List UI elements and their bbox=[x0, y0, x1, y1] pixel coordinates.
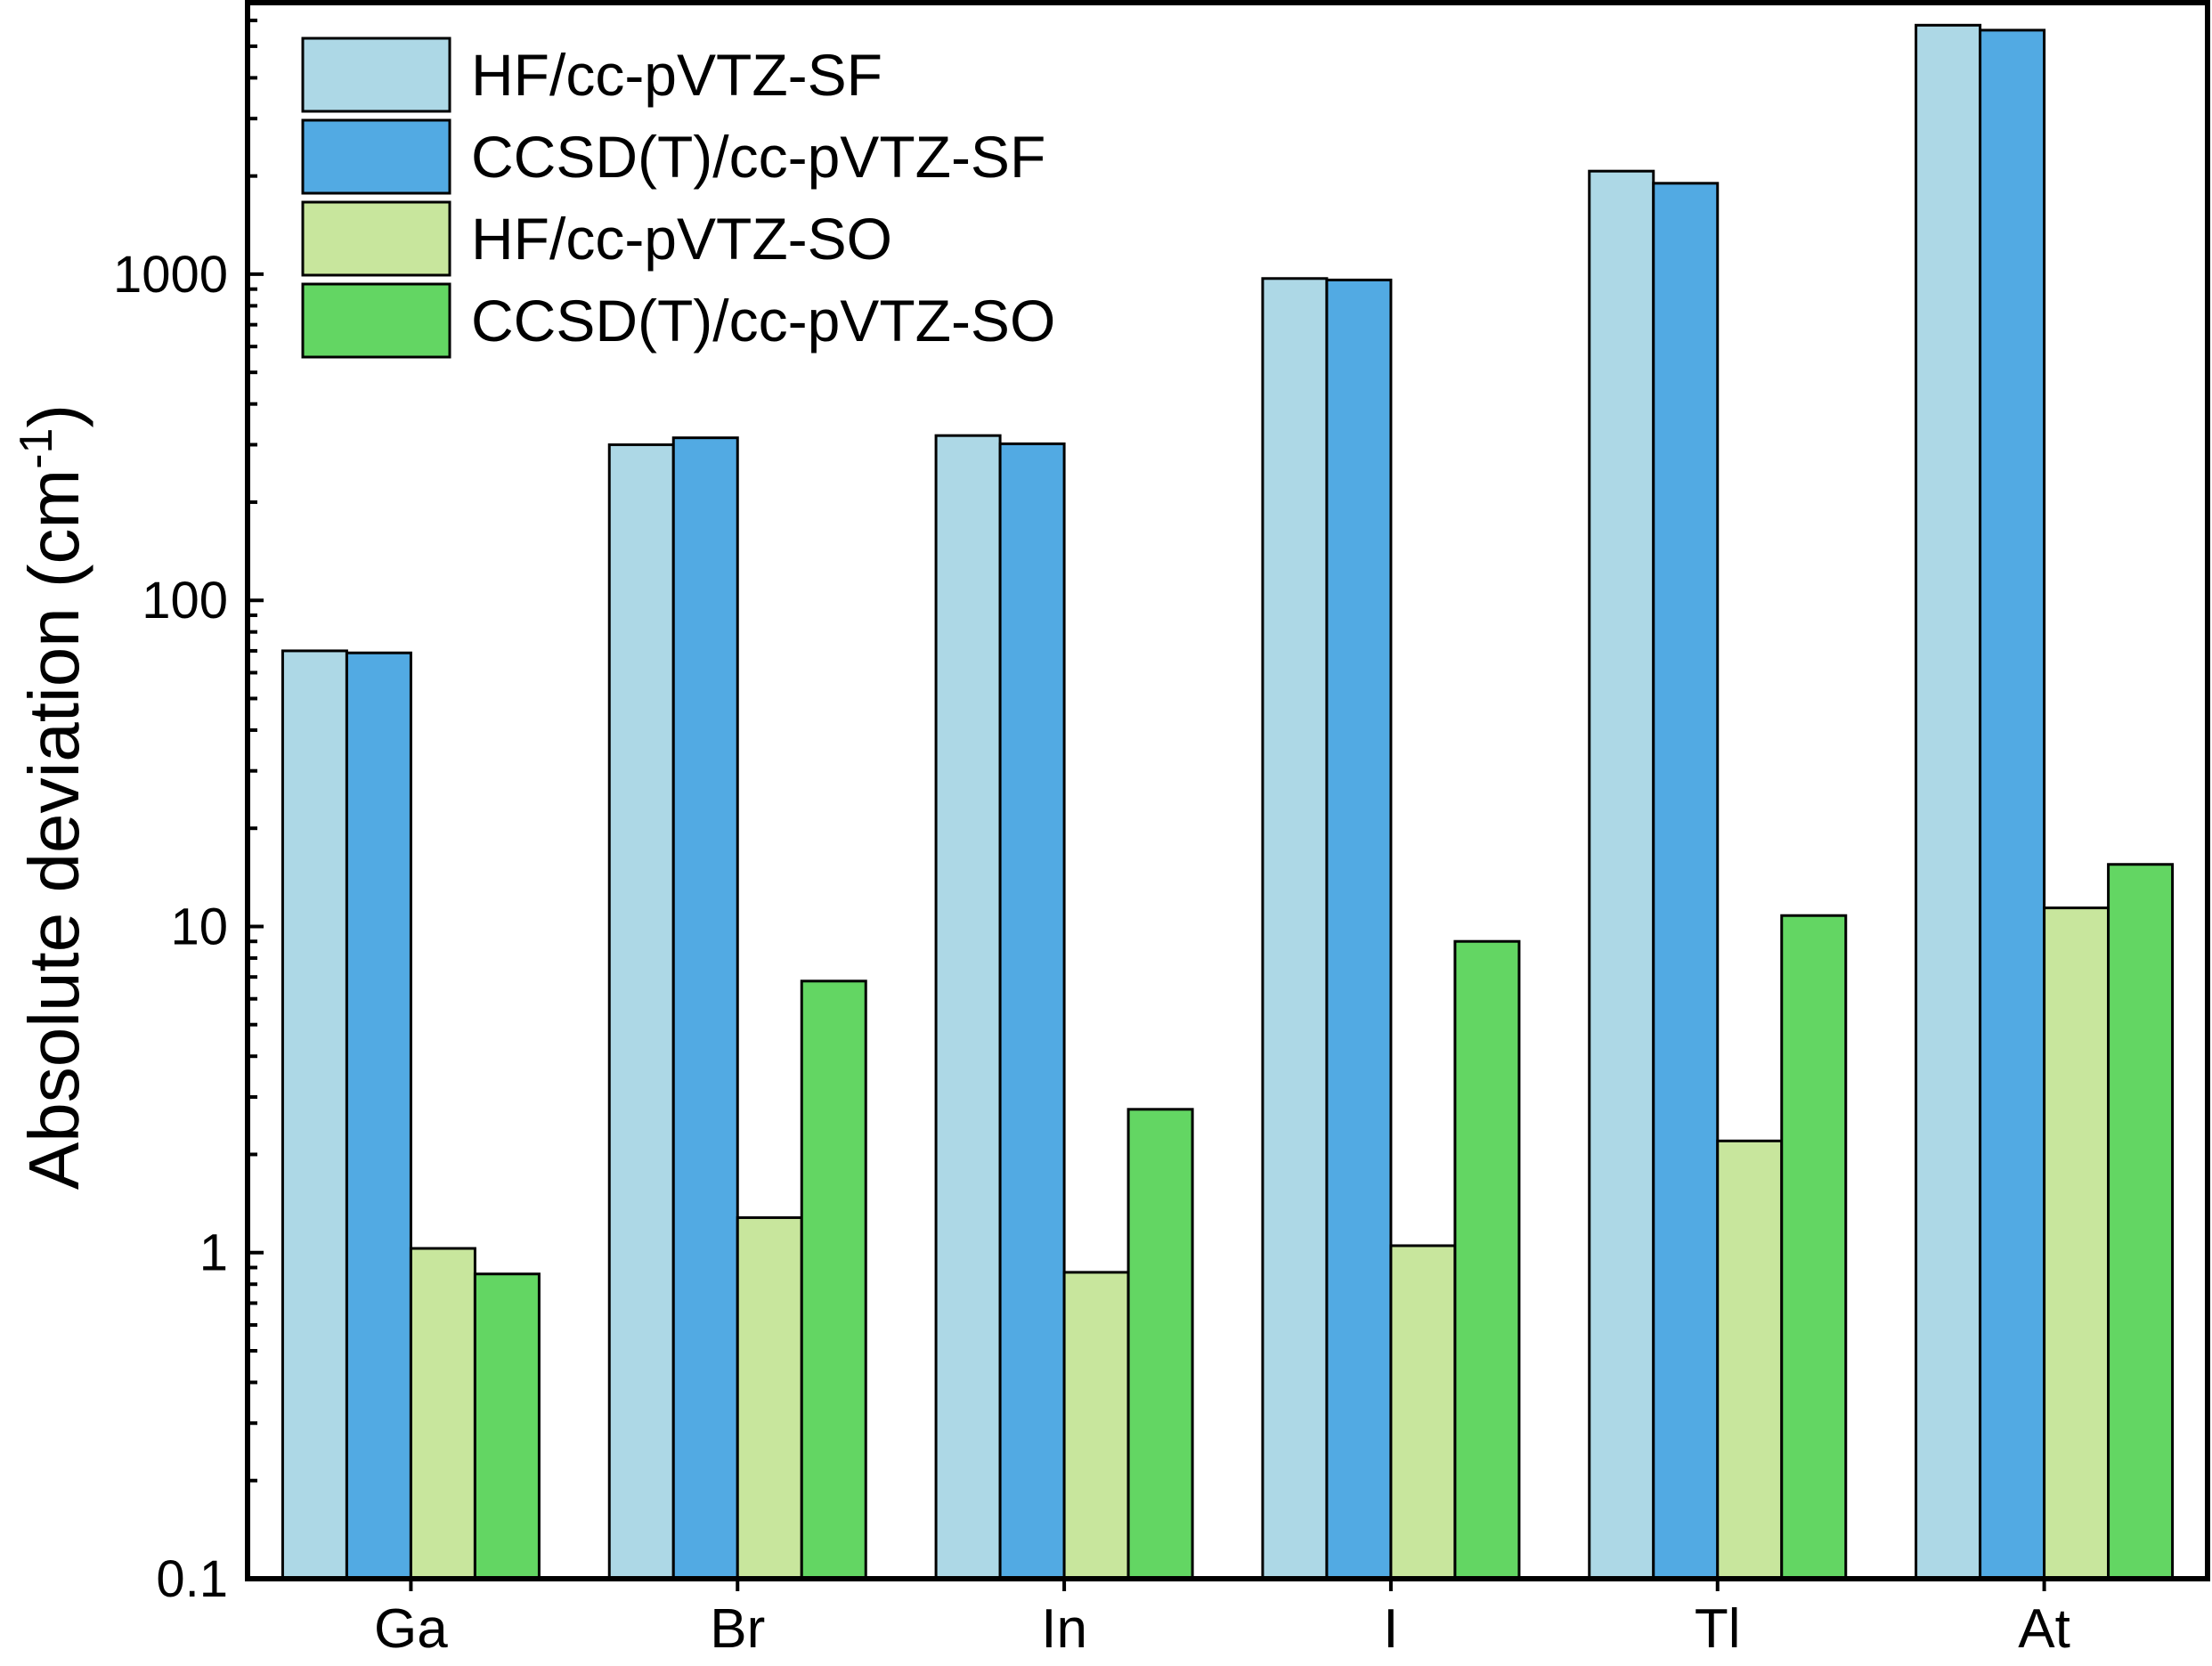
y-tick-label: 0.1 bbox=[156, 1550, 228, 1608]
legend-swatch-2 bbox=[301, 118, 451, 195]
x-tick-label: Br bbox=[710, 1598, 765, 1660]
bar-in-series-3 bbox=[1062, 1271, 1130, 1581]
bars-layer bbox=[281, 23, 2175, 1581]
x-axis-category-labels: Ga Br In I Tl At bbox=[374, 1579, 2070, 1660]
y-tick-label: 100 bbox=[142, 572, 228, 630]
y-axis-title-close: ) bbox=[14, 404, 94, 428]
bar-in-series-2 bbox=[998, 442, 1066, 1581]
legend-label-3: HF/cc-pVTZ-SO bbox=[471, 206, 892, 272]
y-axis-title-superscript: -1 bbox=[11, 428, 62, 469]
bar-ga-series-1 bbox=[281, 649, 348, 1581]
bar-br-series-3 bbox=[736, 1215, 803, 1581]
bar-ga-series-2 bbox=[345, 651, 412, 1581]
bar-at-series-3 bbox=[2043, 906, 2110, 1581]
legend-label-2: CCSD(T)/cc-pVTZ-SF bbox=[471, 124, 1045, 190]
legend-swatch-1 bbox=[301, 37, 451, 113]
bar-br-series-1 bbox=[607, 443, 675, 1581]
y-axis-ticks: 0.1 1 10 100 1000 bbox=[113, 18, 264, 1608]
bar-br-series-2 bbox=[671, 436, 739, 1581]
legend-label-1: HF/cc-pVTZ-SF bbox=[471, 42, 882, 108]
bar-at-series-1 bbox=[1915, 23, 1982, 1581]
legend-swatch-3 bbox=[301, 200, 451, 277]
bar-ga-series-4 bbox=[473, 1272, 541, 1581]
bar-tl-series-1 bbox=[1588, 169, 1655, 1581]
y-tick-label: 1000 bbox=[113, 246, 228, 304]
legend: HF/cc-pVTZ-SF CCSD(T)/cc-pVTZ-SF HF/cc-pVT… bbox=[301, 37, 1055, 359]
bar-at-series-4 bbox=[2107, 863, 2175, 1581]
bar-at-series-2 bbox=[1979, 28, 2046, 1581]
x-tick-label: At bbox=[2018, 1598, 2070, 1660]
x-tick-label: In bbox=[1041, 1598, 1087, 1660]
bar-in-series-4 bbox=[1126, 1108, 1194, 1581]
bar-tl-series-2 bbox=[1652, 182, 1720, 1581]
legend-swatch-4 bbox=[301, 282, 451, 359]
x-tick-label: I bbox=[1383, 1598, 1398, 1660]
bar-tl-series-3 bbox=[1716, 1139, 1784, 1581]
bar-i-series-2 bbox=[1325, 278, 1393, 1581]
y-axis-title: Absolute deviation (cm-1) bbox=[11, 404, 94, 1190]
y-tick-label: 1 bbox=[199, 1224, 228, 1282]
bar-i-series-4 bbox=[1453, 939, 1521, 1581]
bar-br-series-4 bbox=[800, 979, 867, 1581]
x-tick-label: Tl bbox=[1695, 1598, 1741, 1660]
bar-tl-series-4 bbox=[1780, 914, 1848, 1581]
plot-frame bbox=[245, 0, 2210, 1581]
bar-in-series-1 bbox=[934, 434, 1002, 1581]
y-axis-title-main: Absolute deviation (cm bbox=[14, 469, 94, 1190]
bar-ga-series-3 bbox=[409, 1247, 476, 1581]
x-tick-label: Ga bbox=[374, 1598, 448, 1660]
legend-label-4: CCSD(T)/cc-pVTZ-SO bbox=[471, 288, 1055, 354]
bar-i-series-3 bbox=[1389, 1244, 1457, 1581]
y-tick-label: 10 bbox=[170, 898, 228, 955]
bar-i-series-1 bbox=[1261, 277, 1329, 1581]
